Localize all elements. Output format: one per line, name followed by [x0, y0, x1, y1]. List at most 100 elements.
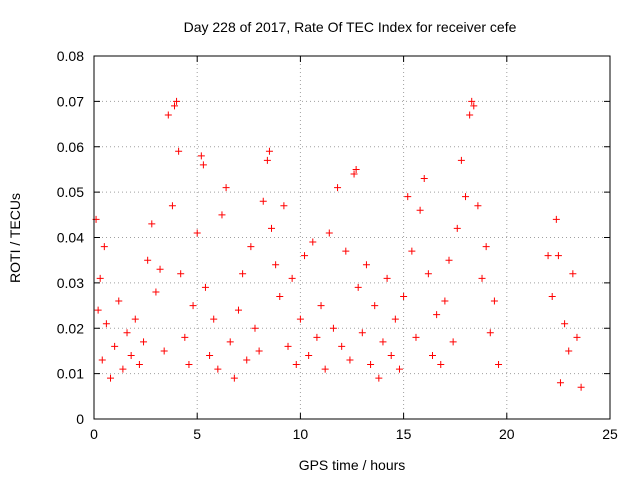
- data-point: [263, 156, 271, 164]
- data-points: [92, 97, 585, 391]
- data-point: [313, 333, 321, 341]
- grid-lines: [94, 56, 610, 419]
- data-point: [548, 292, 556, 300]
- data-point: [577, 383, 585, 391]
- data-point: [210, 315, 218, 323]
- data-point: [251, 324, 259, 332]
- data-point: [175, 147, 183, 155]
- plot-frame: [93, 55, 611, 420]
- data-point: [168, 202, 176, 210]
- y-tick-label: 0.06: [57, 139, 84, 155]
- data-point: [292, 361, 300, 369]
- axis-ticks: 0 5 10 15 20 25 0 0.01 0.02 0.03 0.04 0.05 0.06 0.07 0…: [57, 48, 618, 442]
- data-point: [362, 261, 370, 269]
- data-point: [482, 243, 490, 251]
- data-point: [160, 347, 168, 355]
- data-point: [234, 306, 242, 314]
- x-tick-label: 5: [193, 426, 201, 442]
- data-point: [424, 270, 432, 278]
- data-point: [474, 202, 482, 210]
- data-point: [107, 374, 115, 382]
- data-point: [135, 361, 143, 369]
- data-point: [96, 274, 104, 282]
- data-point: [325, 229, 333, 237]
- data-point: [387, 351, 395, 359]
- data-point: [115, 297, 123, 305]
- data-point: [239, 270, 247, 278]
- y-tick-label: 0.03: [57, 275, 84, 291]
- data-point: [367, 361, 375, 369]
- data-point: [470, 102, 478, 110]
- data-point: [395, 365, 403, 373]
- data-point: [185, 361, 193, 369]
- data-point: [206, 351, 214, 359]
- data-point: [218, 211, 226, 219]
- data-point: [100, 243, 108, 251]
- data-point: [243, 356, 251, 364]
- x-tick-label: 25: [602, 426, 618, 442]
- data-point: [383, 274, 391, 282]
- data-point: [391, 315, 399, 323]
- y-tick-label: 0.01: [57, 366, 84, 382]
- data-point: [164, 111, 172, 119]
- y-tick-label: 0.02: [57, 320, 84, 336]
- data-point: [317, 302, 325, 310]
- data-point: [265, 147, 273, 155]
- data-point: [321, 365, 329, 373]
- data-point: [490, 297, 498, 305]
- data-point: [334, 184, 342, 192]
- data-point: [544, 252, 552, 260]
- x-tick-label: 10: [293, 426, 309, 442]
- data-point: [214, 365, 222, 373]
- data-point: [259, 197, 267, 205]
- x-tick-label: 15: [396, 426, 412, 442]
- data-point: [148, 220, 156, 228]
- data-point: [573, 333, 581, 341]
- data-point: [255, 347, 263, 355]
- x-tick-label: 0: [90, 426, 98, 442]
- y-tick-label: 0: [76, 411, 84, 427]
- data-point: [268, 224, 276, 232]
- data-point: [350, 170, 358, 178]
- data-point: [358, 329, 366, 337]
- data-point: [296, 315, 304, 323]
- data-point: [181, 333, 189, 341]
- data-point: [556, 379, 564, 387]
- data-point: [375, 374, 383, 382]
- data-point: [247, 243, 255, 251]
- data-point: [400, 292, 408, 300]
- y-tick-label: 0.05: [57, 184, 84, 200]
- data-point: [412, 333, 420, 341]
- data-point: [569, 270, 577, 278]
- data-point: [119, 365, 127, 373]
- data-point: [98, 356, 106, 364]
- data-point: [561, 320, 569, 328]
- data-point: [352, 165, 360, 173]
- data-point: [309, 238, 317, 246]
- data-point: [94, 306, 102, 314]
- y-tick-label: 0.07: [57, 93, 84, 109]
- data-point: [441, 297, 449, 305]
- data-point: [329, 324, 337, 332]
- data-point: [193, 229, 201, 237]
- data-point: [457, 156, 465, 164]
- data-point: [111, 342, 119, 350]
- x-axis-label: GPS time / hours: [299, 457, 406, 473]
- data-point: [342, 247, 350, 255]
- data-point: [102, 320, 110, 328]
- data-point: [152, 288, 160, 296]
- x-tick-label: 20: [499, 426, 515, 442]
- data-point: [433, 311, 441, 319]
- data-point: [156, 265, 164, 273]
- data-point: [199, 161, 207, 169]
- data-point: [445, 256, 453, 264]
- data-point: [478, 274, 486, 282]
- data-point: [170, 102, 178, 110]
- data-point: [140, 338, 148, 346]
- data-point: [449, 338, 457, 346]
- data-point: [123, 329, 131, 337]
- data-point: [420, 175, 428, 183]
- data-point: [276, 292, 284, 300]
- data-point: [201, 283, 209, 291]
